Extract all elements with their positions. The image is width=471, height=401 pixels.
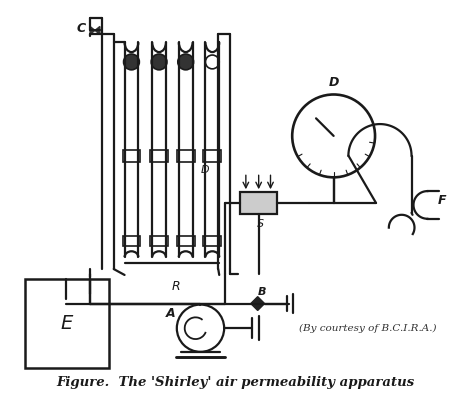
Text: D: D: [201, 166, 210, 175]
Bar: [150, 150, 168, 162]
Text: B: B: [257, 287, 266, 297]
Bar: [240, 192, 277, 214]
Bar: [177, 237, 195, 246]
Text: D: D: [328, 76, 339, 89]
Circle shape: [205, 55, 219, 69]
Circle shape: [177, 304, 224, 352]
Text: C: C: [77, 22, 86, 35]
Bar: [177, 150, 195, 162]
Circle shape: [123, 54, 139, 70]
Circle shape: [178, 54, 194, 70]
Bar: [203, 237, 221, 246]
Circle shape: [292, 95, 375, 177]
Polygon shape: [251, 297, 265, 310]
Bar: [150, 237, 168, 246]
Text: E: E: [60, 314, 73, 333]
Bar: [25, 279, 109, 368]
Text: F: F: [438, 194, 447, 207]
Text: Figure.  The 'Shirley' air permeability apparatus: Figure. The 'Shirley' air permeability a…: [56, 376, 414, 389]
Polygon shape: [95, 26, 100, 34]
Text: R: R: [171, 280, 180, 293]
Circle shape: [151, 54, 167, 70]
Bar: [122, 237, 140, 246]
Bar: [203, 150, 221, 162]
Text: (By courtesy of B.C.I.R.A.): (By courtesy of B.C.I.R.A.): [300, 324, 437, 333]
Polygon shape: [90, 26, 95, 34]
Bar: [122, 150, 140, 162]
Text: S: S: [257, 219, 264, 229]
Text: A: A: [166, 307, 176, 320]
